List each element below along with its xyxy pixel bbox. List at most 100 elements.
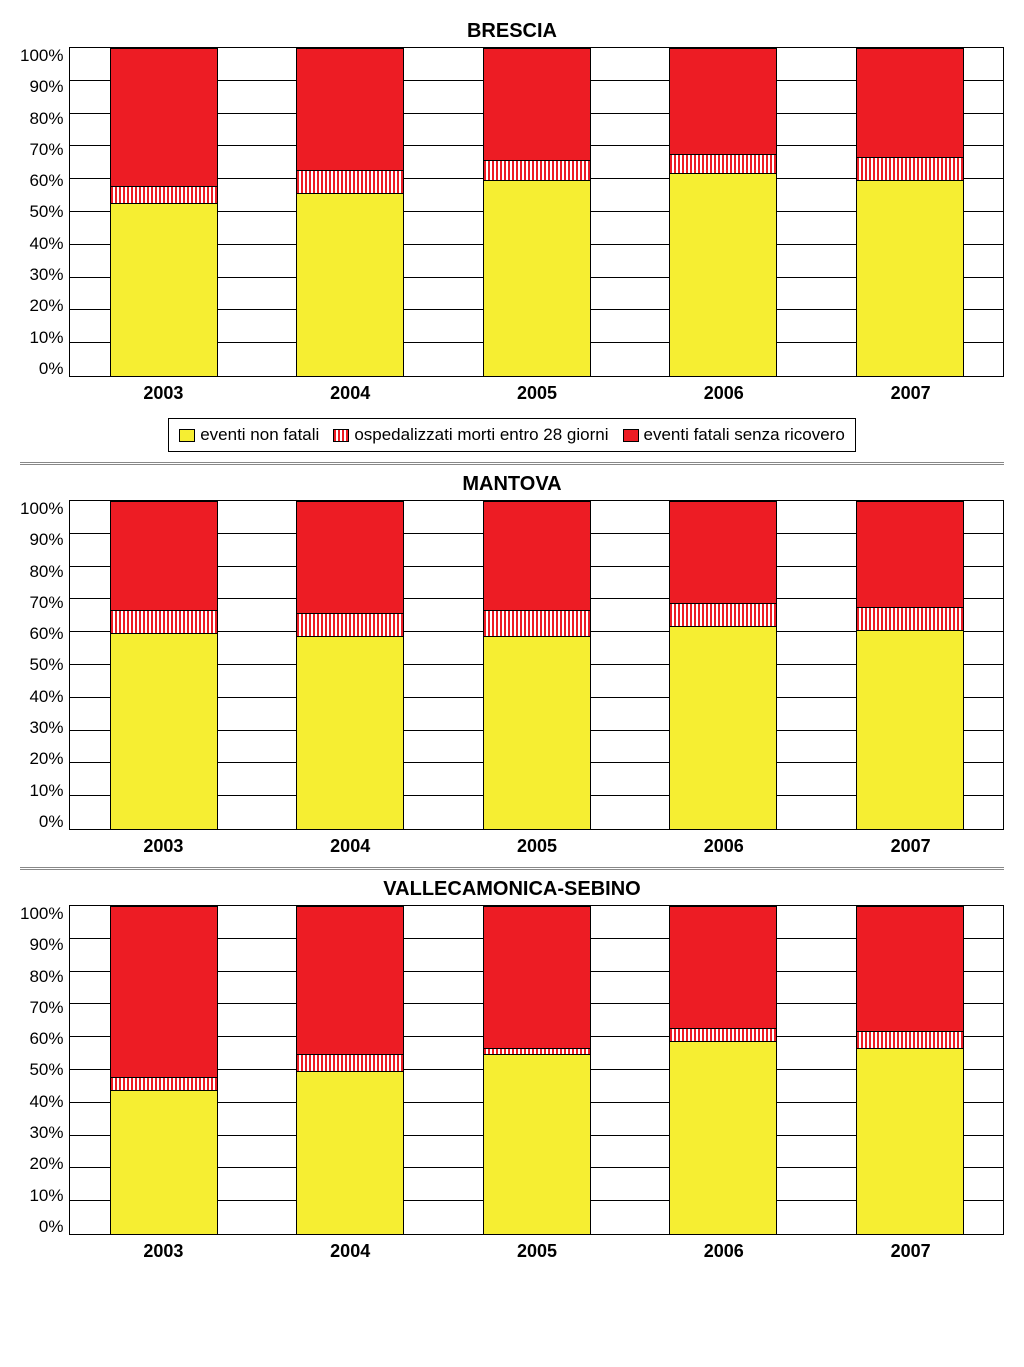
chart-mantova: MANTOVA100%90%80%70%60%50%40%30%20%10%0%… [20, 473, 1004, 857]
segment-ospedalizzati [297, 170, 403, 193]
y-tick-label: 40% [29, 688, 63, 705]
segment-fatali_senza_ricovero [857, 907, 963, 1031]
y-tick-label: 100% [20, 500, 63, 517]
y-tick-label: 10% [29, 782, 63, 799]
segment-non_fatali [484, 1054, 590, 1234]
y-axis: 100%90%80%70%60%50%40%30%20%10%0% [20, 905, 69, 1235]
chart-brescia: BRESCIA100%90%80%70%60%50%40%30%20%10%0%… [20, 20, 1004, 404]
segment-ospedalizzati [857, 607, 963, 630]
segment-non_fatali [670, 173, 776, 376]
x-tick-label: 2007 [891, 1241, 931, 1262]
segment-ospedalizzati [857, 157, 963, 180]
segment-fatali_senza_ricovero [111, 49, 217, 186]
segment-fatali_senza_ricovero [297, 502, 403, 613]
bar-2006 [669, 906, 777, 1234]
y-tick-label: 80% [29, 563, 63, 580]
bar-2004 [296, 48, 404, 376]
segment-fatali_senza_ricovero [111, 502, 217, 610]
y-tick-label: 90% [29, 531, 63, 548]
y-axis: 100%90%80%70%60%50%40%30%20%10%0% [20, 500, 69, 830]
bar-2007 [856, 501, 964, 829]
bar-2006 [669, 48, 777, 376]
segment-fatali_senza_ricovero [484, 907, 590, 1048]
x-tick-label: 2006 [704, 836, 744, 857]
y-tick-label: 30% [29, 719, 63, 736]
y-tick-label: 100% [20, 47, 63, 64]
x-axis: 20032004200520062007 [70, 830, 1004, 857]
segment-fatali_senza_ricovero [670, 49, 776, 154]
segment-ospedalizzati [111, 1077, 217, 1090]
y-tick-label: 70% [29, 999, 63, 1016]
segment-fatali_senza_ricovero [670, 907, 776, 1028]
section-divider [20, 462, 1004, 465]
y-tick-label: 20% [29, 750, 63, 767]
legend-item-ospedalizzati: ospedalizzati morti entro 28 giorni [333, 425, 608, 445]
section-divider [20, 867, 1004, 870]
segment-ospedalizzati [297, 613, 403, 636]
y-tick-label: 30% [29, 1124, 63, 1141]
y-tick-label: 40% [29, 1093, 63, 1110]
x-tick-label: 2006 [704, 1241, 744, 1262]
segment-ospedalizzati [484, 610, 590, 636]
chart-title: BRESCIA [20, 20, 1004, 43]
plot-area [69, 500, 1004, 830]
y-tick-label: 10% [29, 329, 63, 346]
legend-swatch-ospedalizzati [333, 429, 349, 442]
segment-non_fatali [297, 636, 403, 829]
x-tick-label: 2003 [143, 383, 183, 404]
y-tick-label: 0% [39, 813, 64, 830]
plot-area [69, 47, 1004, 377]
charts-page: BRESCIA 100% 90% 80% 70% 60% 50% 40% 30% 20% 10% 0%… [20, 20, 1004, 1262]
bar-2007 [856, 48, 964, 376]
segment-ospedalizzati [297, 1054, 403, 1070]
bar-2003 [110, 906, 218, 1234]
segment-non_fatali [297, 1071, 403, 1235]
x-tick-label: 2007 [891, 836, 931, 857]
segment-non_fatali [484, 636, 590, 829]
x-tick-label: 2004 [330, 836, 370, 857]
segment-fatali_senza_ricovero [111, 907, 217, 1077]
legend-swatch-fatali_senza_ricovero [623, 429, 639, 442]
y-tick-label: 60% [29, 172, 63, 189]
y-tick-label: 70% [29, 141, 63, 158]
y-tick-label: 50% [29, 1061, 63, 1078]
y-tick-label: 60% [29, 1030, 63, 1047]
bar-2005 [483, 906, 591, 1234]
segment-fatali_senza_ricovero [297, 907, 403, 1054]
bar-2004 [296, 906, 404, 1234]
segment-non_fatali [297, 193, 403, 376]
segment-non_fatali [484, 180, 590, 376]
y-tick-label: 20% [29, 1155, 63, 1172]
segment-ospedalizzati [111, 610, 217, 633]
chart-vallecamonica: VALLECAMONICA-SEBINO100%90%80%70%60%50%4… [20, 878, 1004, 1262]
segment-non_fatali [670, 1041, 776, 1234]
segment-fatali_senza_ricovero [670, 502, 776, 603]
x-tick-label: 2006 [704, 383, 744, 404]
segment-non_fatali [857, 630, 963, 829]
bars-container [70, 48, 1003, 376]
y-tick-label: 0% [39, 1218, 64, 1235]
x-tick-label: 2003 [143, 836, 183, 857]
segment-non_fatali [111, 203, 217, 376]
x-tick-label: 2007 [891, 383, 931, 404]
x-tick-label: 2005 [517, 383, 557, 404]
segment-non_fatali [111, 633, 217, 829]
bar-2007 [856, 906, 964, 1234]
y-tick-label: 40% [29, 235, 63, 252]
y-tick-label: 50% [29, 656, 63, 673]
bar-2006 [669, 501, 777, 829]
segment-ospedalizzati [111, 186, 217, 202]
segment-ospedalizzati [857, 1031, 963, 1047]
y-tick-label: 80% [29, 110, 63, 127]
segment-non_fatali [857, 180, 963, 376]
segment-fatali_senza_ricovero [484, 502, 590, 610]
segment-non_fatali [670, 626, 776, 829]
bars-container [70, 906, 1003, 1234]
y-tick-label: 10% [29, 1187, 63, 1204]
segment-fatali_senza_ricovero [297, 49, 403, 170]
x-axis: 20032004200520062007 [70, 1235, 1004, 1262]
legend-label: eventi non fatali [200, 425, 319, 445]
y-tick-label: 60% [29, 625, 63, 642]
x-tick-label: 2004 [330, 1241, 370, 1262]
legend-label: eventi fatali senza ricovero [644, 425, 845, 445]
